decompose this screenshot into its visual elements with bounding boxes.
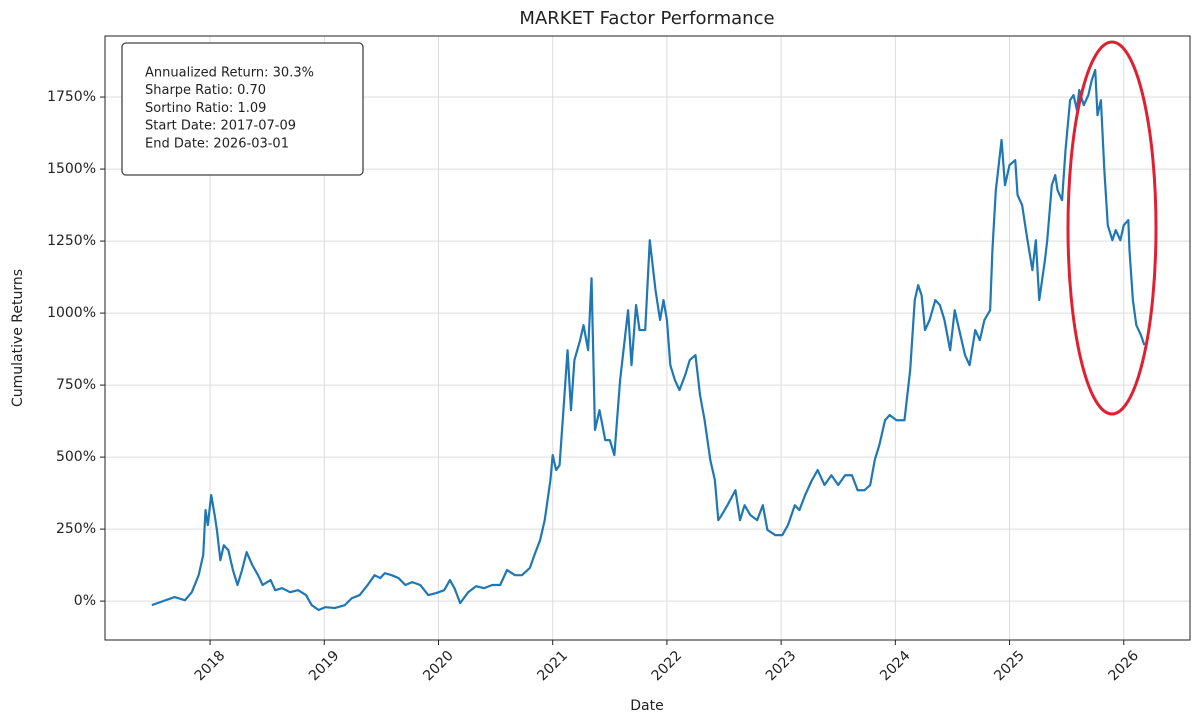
stats-line: Annualized Return: 30.3%: [145, 66, 314, 81]
stats-line: Sortino Ratio: 1.09: [145, 101, 266, 116]
stats-line: End Date: 2026-03-01: [145, 136, 289, 151]
plot-frame: [104, 35, 1191, 641]
stats-text: Annualized Return: 30.3% Sharpe Ratio: 0.…: [145, 66, 314, 152]
y-tick-label: 1000%: [47, 305, 96, 321]
y-tick-label: 1500%: [47, 161, 96, 177]
y-axis-label: Cumulative Returns: [10, 269, 26, 407]
x-tick-label: 2022: [649, 648, 686, 685]
y-tick-label: 1750%: [47, 89, 96, 105]
y-tick-label: 250%: [56, 521, 96, 537]
y-tick-label: 1250%: [47, 233, 96, 249]
x-tick-label: 2023: [763, 648, 800, 685]
y-tick-label: 750%: [56, 377, 96, 393]
x-tick-label: 2020: [420, 648, 457, 685]
highlight-ellipse: [1066, 40, 1158, 416]
stats-line: Sharpe Ratio: 0.70: [145, 83, 266, 98]
x-tick-label: 2025: [991, 648, 1028, 685]
x-tick-label: 2024: [877, 648, 914, 685]
line-series: [151, 68, 1146, 612]
y-tick-label: 0%: [74, 593, 96, 609]
x-tick-label: 2021: [534, 648, 571, 685]
stats-line: Start Date: 2017-07-09: [145, 119, 296, 134]
x-tick-label: 2026: [1106, 648, 1143, 685]
x-tick-label: 2018: [192, 648, 229, 685]
y-tick-label: 500%: [56, 449, 96, 465]
plot-data: [151, 68, 1146, 612]
stats-box: [121, 42, 364, 176]
x-axis-label: Date: [630, 698, 663, 714]
x-tick-label: 2019: [306, 648, 343, 685]
chart-title: MARKET Factor Performance: [519, 8, 774, 29]
